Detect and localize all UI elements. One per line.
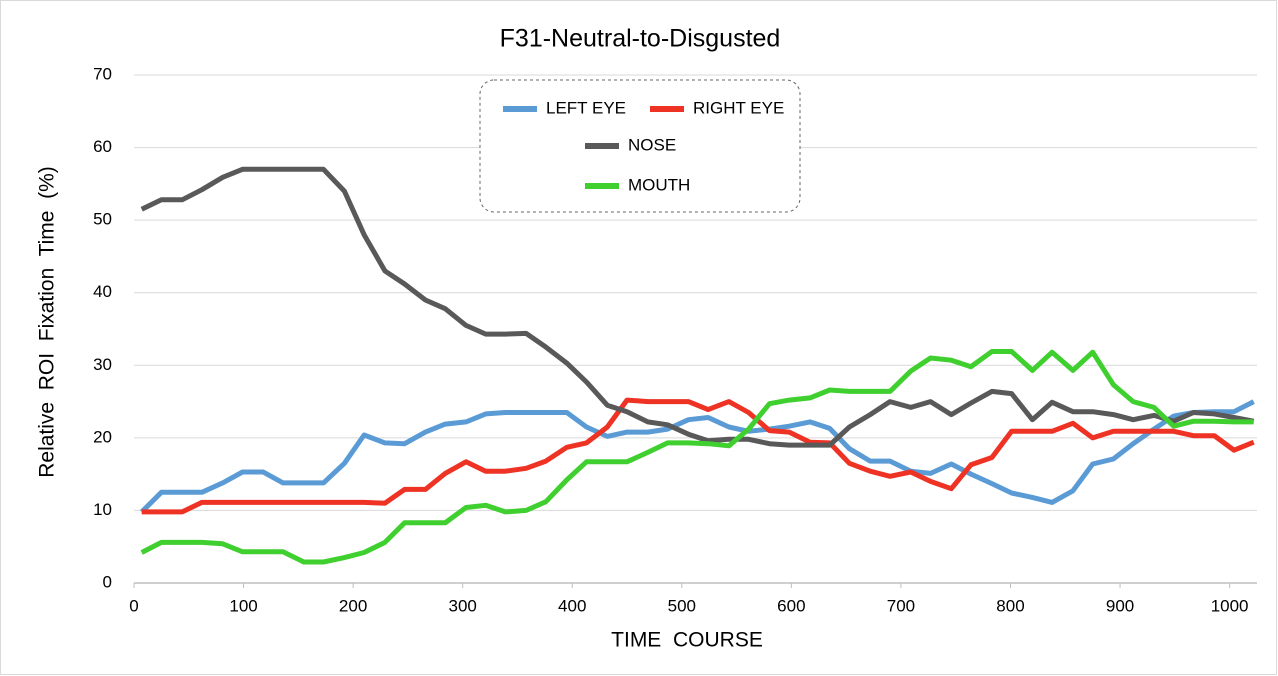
chart-title: F31-Neutral-to-Disgusted	[500, 25, 781, 53]
series-line	[141, 397, 1255, 515]
x-tick-label: 300	[448, 596, 476, 615]
legend-label: MOUTH	[628, 175, 690, 194]
y-tick-label: 0	[103, 572, 112, 591]
x-tick-label: 1000	[1211, 596, 1249, 615]
y-tick-label: 20	[93, 427, 112, 446]
x-tick-label: 500	[668, 596, 696, 615]
legend-box	[479, 79, 801, 213]
x-tick-label: 400	[558, 596, 586, 615]
x-axis-title: TIME COURSE	[611, 629, 763, 652]
x-tick-label: 700	[887, 596, 915, 615]
y-tick-label: 70	[93, 64, 112, 83]
y-tick-label: 60	[93, 137, 112, 156]
series-line	[140, 166, 1255, 448]
x-tick-label: 200	[339, 596, 367, 615]
y-tick-label: 30	[93, 355, 112, 374]
legend-label: NOSE	[628, 135, 676, 154]
y-tick-label: 10	[93, 500, 112, 519]
series-line	[139, 399, 1255, 514]
x-tick-label: 0	[129, 596, 138, 615]
legend-label: LEFT EYE	[546, 98, 626, 117]
y-tick-label: 50	[93, 210, 112, 229]
legend-label: RIGHT EYE	[693, 98, 784, 117]
series-line	[140, 349, 1254, 565]
y-tick-label: 40	[93, 282, 112, 301]
x-tick-label: 100	[229, 596, 257, 615]
y-axis-title: Relative ROI Fixation Time (%)	[36, 166, 59, 478]
x-tick-label: 900	[1106, 596, 1134, 615]
x-tick-label: 800	[996, 596, 1024, 615]
x-tick-label: 600	[777, 596, 805, 615]
